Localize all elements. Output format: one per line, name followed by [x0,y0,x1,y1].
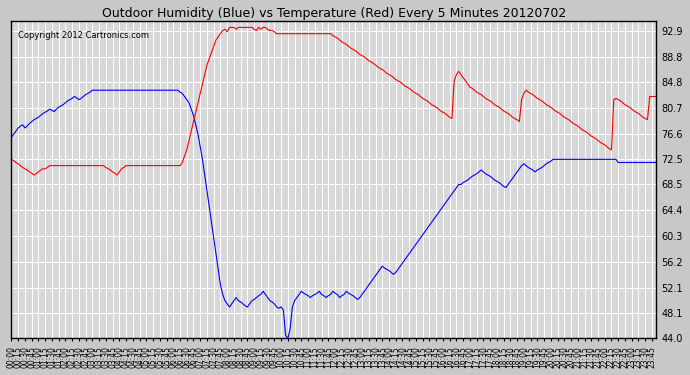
Text: Copyright 2012 Cartronics.com: Copyright 2012 Cartronics.com [18,31,149,40]
Title: Outdoor Humidity (Blue) vs Temperature (Red) Every 5 Minutes 20120702: Outdoor Humidity (Blue) vs Temperature (… [102,7,566,20]
